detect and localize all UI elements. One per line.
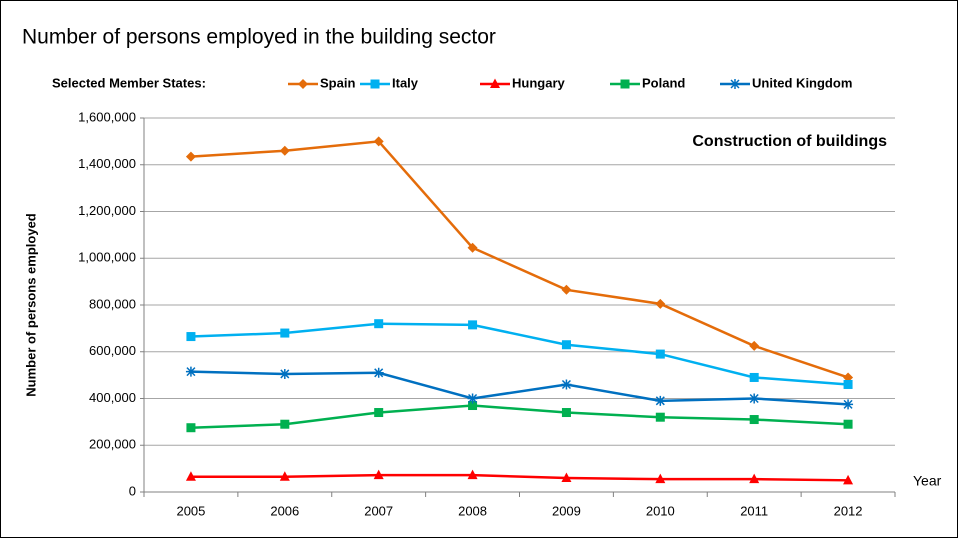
y-tick-label: 0 (129, 483, 136, 498)
marker (467, 242, 478, 253)
marker (373, 367, 384, 378)
marker (373, 136, 384, 147)
marker (561, 408, 571, 418)
marker (468, 320, 478, 330)
legend-title: Selected Member States: (52, 75, 206, 90)
marker (467, 393, 478, 404)
legend-label: Spain (320, 75, 355, 90)
legend-label: Italy (392, 75, 419, 90)
marker (561, 284, 572, 295)
marker (843, 419, 853, 429)
marker (749, 415, 759, 425)
marker (374, 408, 384, 418)
marker (749, 473, 760, 484)
x-tick-label: 2006 (270, 503, 299, 518)
y-tick-label: 1,000,000 (78, 250, 136, 265)
x-tick-label: 2007 (364, 503, 393, 518)
legend-marker (730, 79, 740, 89)
y-tick-label: 1,600,000 (78, 109, 136, 124)
marker (185, 151, 196, 162)
y-tick-label: 800,000 (89, 296, 136, 311)
legend-marker (490, 78, 500, 88)
marker (279, 145, 290, 156)
legend-marker (370, 79, 380, 89)
legend-label: Hungary (512, 75, 566, 90)
x-tick-label: 2009 (552, 503, 581, 518)
series-line (190, 140, 849, 379)
y-tick-label: 600,000 (89, 343, 136, 358)
marker (749, 340, 760, 351)
marker (655, 473, 666, 484)
y-axis-label: Number of persons employed (23, 213, 38, 397)
marker (843, 399, 854, 410)
marker (749, 372, 759, 382)
marker (749, 393, 760, 404)
y-tick-label: 400,000 (89, 390, 136, 405)
series-line (190, 322, 849, 386)
marker (280, 419, 290, 429)
x-tick-label: 2011 (740, 503, 768, 518)
x-tick-label: 2012 (834, 503, 863, 518)
marker (843, 372, 854, 383)
y-tick-label: 1,400,000 (78, 156, 136, 171)
x-tick-label: 2005 (176, 503, 205, 518)
marker (655, 349, 665, 359)
legend-label: Poland (642, 75, 685, 90)
marker (374, 319, 384, 329)
marker (185, 471, 196, 481)
marker (186, 332, 196, 342)
y-tick-label: 1,200,000 (78, 203, 136, 218)
marker (373, 469, 384, 480)
marker (186, 423, 196, 433)
annotation: Construction of buildings (692, 133, 887, 150)
marker (655, 395, 666, 406)
series-line (190, 370, 849, 406)
marker (468, 401, 478, 411)
marker (279, 368, 290, 379)
series-line (190, 473, 849, 482)
marker (655, 298, 666, 309)
marker (561, 472, 572, 482)
marker (279, 471, 290, 481)
marker (561, 340, 571, 350)
y-tick-label: 200,000 (89, 437, 136, 452)
marker (655, 412, 665, 422)
legend-marker (298, 79, 308, 89)
marker (843, 474, 854, 485)
legend-marker (620, 79, 630, 89)
marker (280, 328, 290, 338)
chart-title: Number of persons employed in the buildi… (22, 26, 496, 49)
marker (843, 379, 853, 389)
marker (185, 366, 196, 377)
x-axis-label: Year (913, 473, 942, 489)
marker (467, 469, 478, 480)
x-tick-label: 2010 (646, 503, 675, 518)
legend-label: United Kingdom (752, 75, 852, 90)
marker (561, 379, 572, 390)
x-tick-label: 2008 (458, 503, 487, 518)
series-line (190, 404, 849, 429)
